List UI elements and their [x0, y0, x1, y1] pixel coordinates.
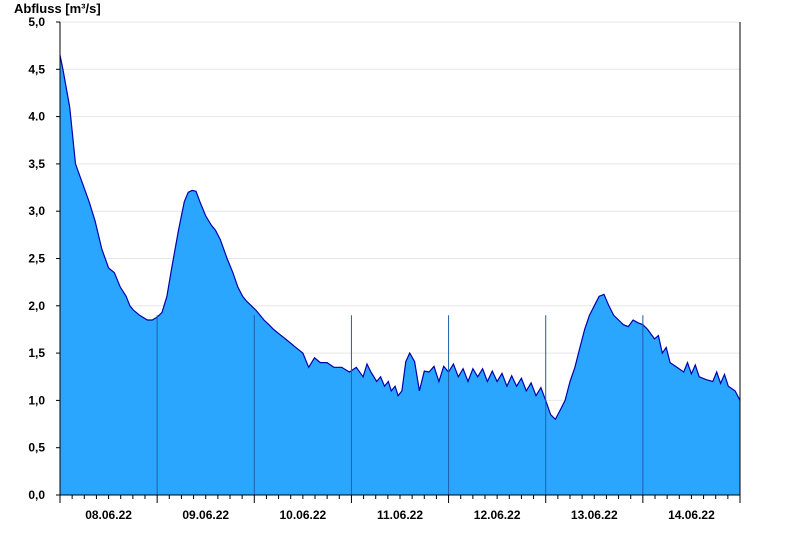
- y-tick-label: 1,0: [28, 393, 45, 407]
- y-tick-label: 0,5: [28, 441, 45, 455]
- y-tick-label: 0,0: [28, 488, 45, 502]
- x-tick-label: 12.06.22: [474, 508, 521, 522]
- y-axis-ticks: 0,0 0,5 1,0 1,5 2,0 2,5 3,0 3,5 4.0 4,5 5,0: [28, 15, 60, 502]
- x-axis-ticks: 08.06.22 09.06.22 10.06.22 11.06.22 12.06.22…: [59, 495, 741, 522]
- y-tick-label: 4.0: [28, 110, 45, 124]
- x-tick-label: 11.06.22: [377, 508, 423, 522]
- x-tick-label: 13.06.22: [571, 508, 618, 522]
- x-tick-label: 09.06.22: [182, 508, 229, 522]
- discharge-line: [59, 54, 741, 421]
- y-tick-label: 3,0: [28, 204, 45, 218]
- x-tick-label: 10.06.22: [279, 508, 326, 522]
- y-tick-label: 2,0: [28, 299, 45, 313]
- y-tick-label: 3,5: [28, 157, 45, 171]
- y-axis-title: Abfluss [m³/s]: [14, 1, 101, 16]
- day-divider-lines: [156, 315, 644, 495]
- discharge-area: [60, 55, 740, 495]
- y-tick-label: 4,5: [28, 62, 45, 76]
- plot-area: [59, 54, 741, 495]
- y-tick-label: 1,5: [28, 346, 45, 360]
- y-tick-label: 5,0: [28, 15, 45, 29]
- y-tick-label: 2,5: [28, 252, 45, 266]
- x-tick-label: 08.06.22: [85, 508, 132, 522]
- x-tick-label: 14.06.22: [668, 508, 715, 522]
